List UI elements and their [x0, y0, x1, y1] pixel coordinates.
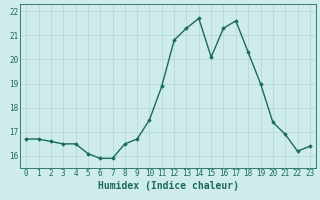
- X-axis label: Humidex (Indice chaleur): Humidex (Indice chaleur): [98, 181, 238, 191]
